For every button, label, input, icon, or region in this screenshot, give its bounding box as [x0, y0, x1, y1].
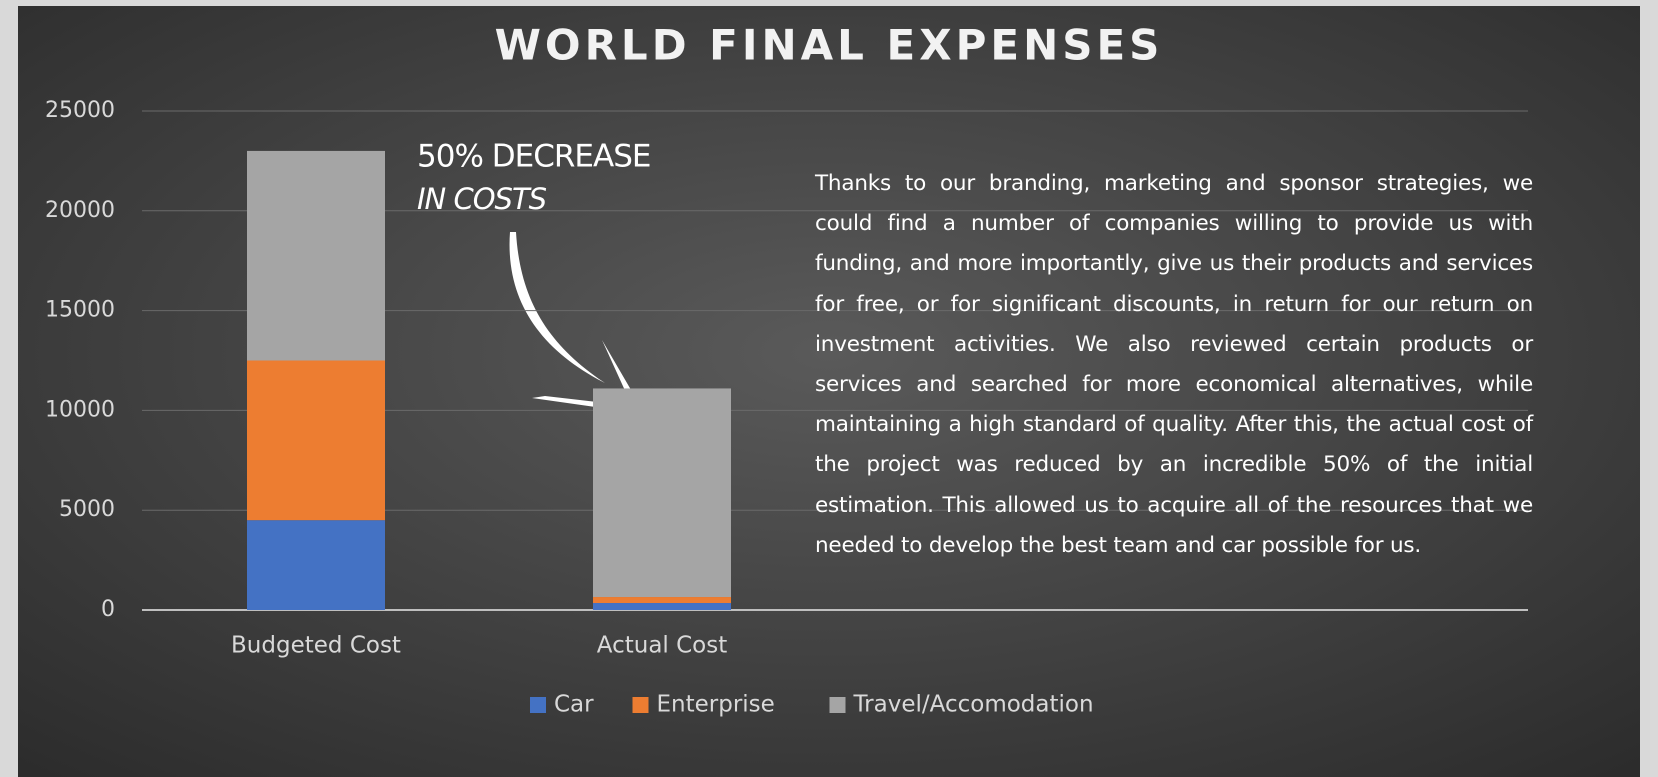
arrow: [509, 232, 605, 383]
legend-swatch: [829, 697, 846, 713]
legend-swatch: [530, 697, 546, 713]
bar-segment: [593, 388, 731, 598]
y-tick-label: 15000: [45, 298, 115, 323]
bar-segment: [247, 360, 385, 521]
y-tick-label: 5000: [59, 497, 115, 522]
legend-label: Enterprise: [657, 692, 775, 718]
x-tick-label: Actual Cost: [597, 633, 728, 659]
paragraph: Thanks to our branding, marketing and sp…: [815, 171, 1533, 558]
y-tick-label: 10000: [45, 397, 115, 422]
bar-segment: [593, 603, 731, 610]
legend-label: Car: [554, 692, 594, 718]
bar-segment: [247, 520, 385, 610]
x-tick-label: Budgeted Cost: [231, 633, 401, 659]
annotation: 50% DECREASE: [417, 139, 650, 175]
y-tick-label: 25000: [45, 98, 115, 123]
legend-label: Travel/Accomodation: [853, 692, 1094, 718]
legend-swatch: [632, 697, 649, 713]
y-tick-label: 20000: [45, 198, 115, 223]
y-tick-label: 0: [101, 597, 115, 622]
bar-segment: [247, 150, 385, 361]
chart-title: WORLD FINAL EXPENSES: [495, 21, 1164, 70]
bar-segment: [593, 597, 731, 604]
